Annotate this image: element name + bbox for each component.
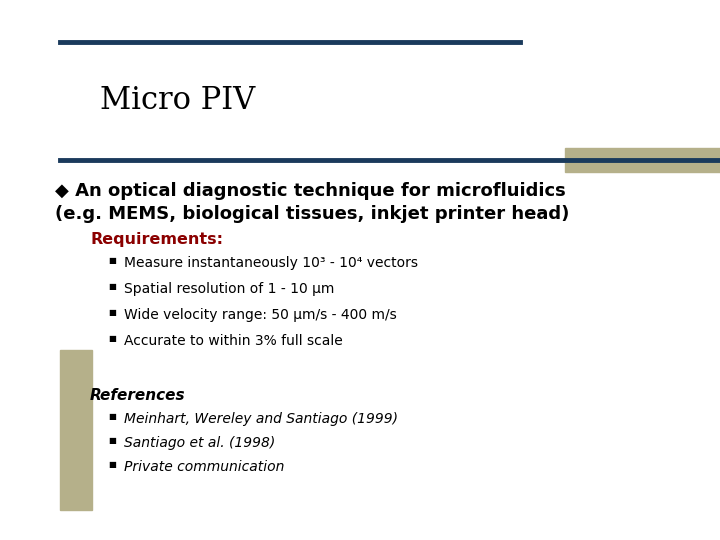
- Text: ■: ■: [108, 460, 116, 469]
- Text: Requirements:: Requirements:: [90, 232, 223, 247]
- Text: Private communication: Private communication: [124, 460, 284, 474]
- Text: ■: ■: [108, 256, 116, 265]
- Text: Meinhart, Wereley and Santiago (1999): Meinhart, Wereley and Santiago (1999): [124, 412, 398, 426]
- Text: Wide velocity range: 50 μm/s - 400 m/s: Wide velocity range: 50 μm/s - 400 m/s: [124, 308, 397, 322]
- Text: Measure instantaneously 10³ - 10⁴ vectors: Measure instantaneously 10³ - 10⁴ vector…: [124, 256, 418, 270]
- Text: ■: ■: [108, 436, 116, 445]
- Text: References: References: [90, 388, 186, 403]
- Text: ■: ■: [108, 308, 116, 317]
- Bar: [60, 350, 92, 510]
- Text: ■: ■: [108, 334, 116, 343]
- Text: Spatial resolution of 1 - 10 μm: Spatial resolution of 1 - 10 μm: [124, 282, 334, 296]
- Text: Micro PIV: Micro PIV: [100, 85, 256, 116]
- Text: (e.g. MEMS, biological tissues, inkjet printer head): (e.g. MEMS, biological tissues, inkjet p…: [55, 205, 570, 223]
- Text: ◆ An optical diagnostic technique for microfluidics: ◆ An optical diagnostic technique for mi…: [55, 182, 566, 200]
- Text: Accurate to within 3% full scale: Accurate to within 3% full scale: [124, 334, 343, 348]
- Text: ■: ■: [108, 282, 116, 291]
- Bar: [565, 148, 720, 172]
- Text: ■: ■: [108, 412, 116, 421]
- Text: Santiago et al. (1998): Santiago et al. (1998): [124, 436, 275, 450]
